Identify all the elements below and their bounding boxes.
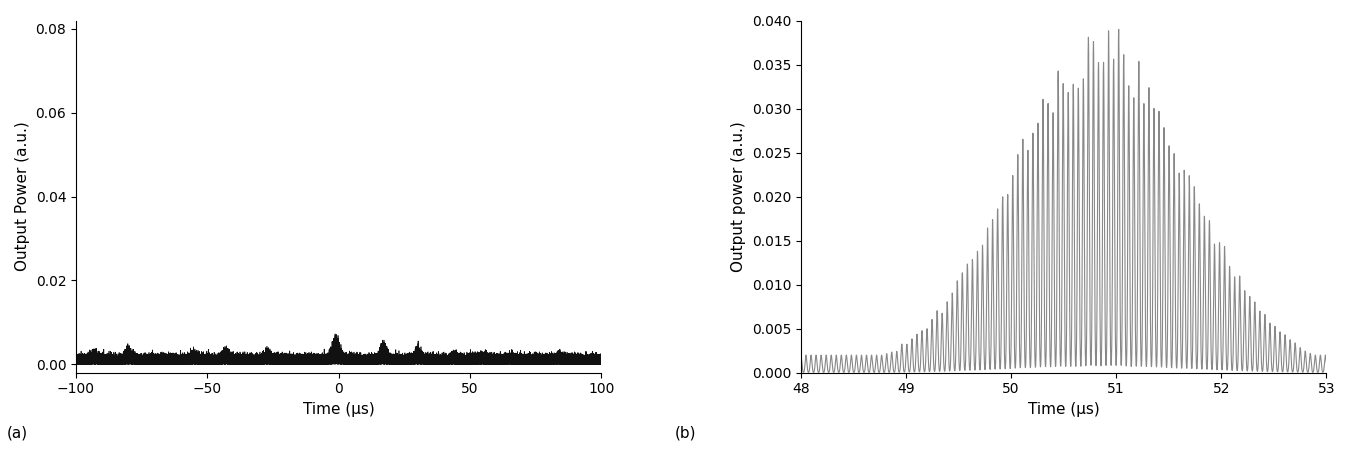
X-axis label: Time (μs): Time (μs) (302, 402, 374, 417)
Text: (b): (b) (675, 426, 697, 441)
Y-axis label: Output Power (a.u.): Output Power (a.u.) (15, 122, 30, 271)
Y-axis label: Output power (a.u.): Output power (a.u.) (732, 121, 747, 272)
X-axis label: Time (μs): Time (μs) (1027, 402, 1099, 417)
Text: (a): (a) (7, 426, 28, 441)
